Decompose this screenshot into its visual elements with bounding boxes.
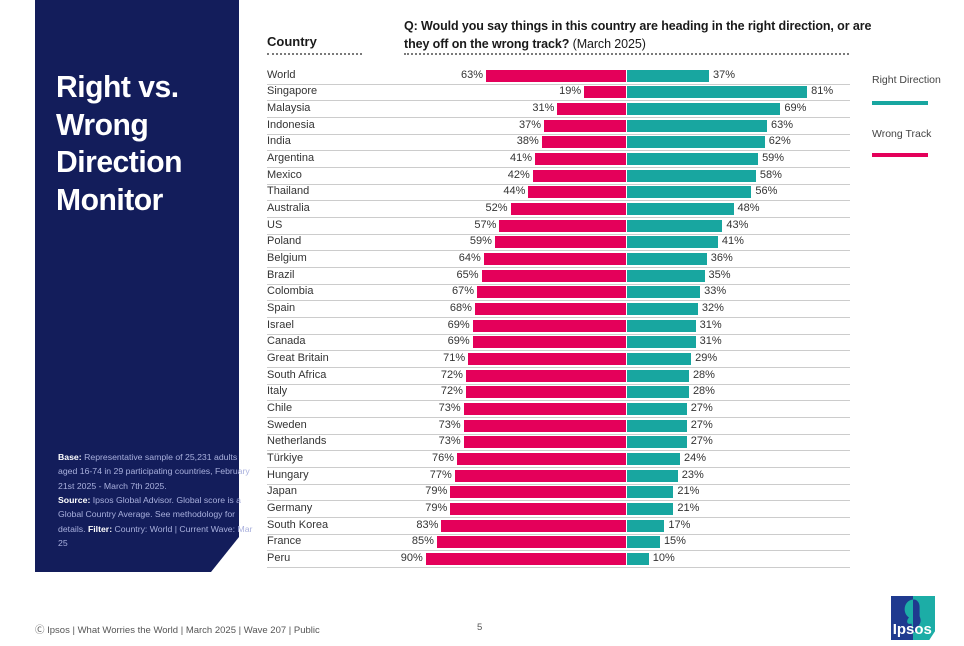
svg-text:Ipsos: Ipsos xyxy=(893,621,932,638)
